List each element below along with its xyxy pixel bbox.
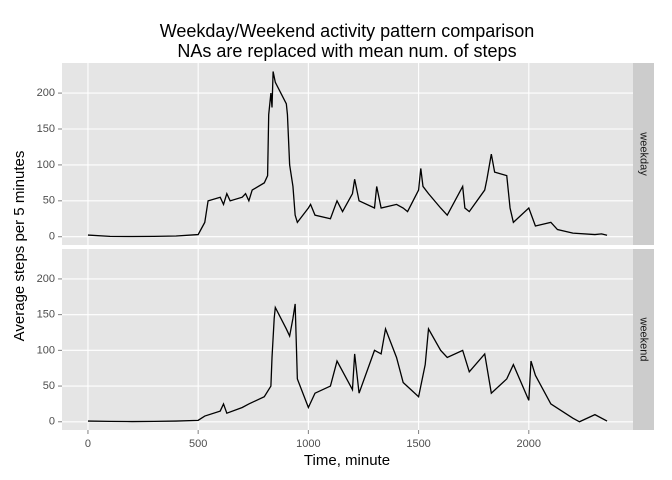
y-tick-label: 150: [37, 309, 55, 321]
x-tick-label: 1000: [296, 438, 320, 450]
y-tick-label: 150: [37, 123, 55, 135]
y-tick-label: 50: [43, 380, 55, 392]
y-tick-label: 0: [49, 416, 55, 428]
facet-label: weekend: [638, 316, 650, 361]
chart-title: Weekday/Weekend activity pattern compari…: [160, 21, 535, 41]
y-tick-label: 100: [37, 159, 55, 171]
panel-background: [62, 249, 633, 430]
x-tick-label: 1500: [406, 438, 430, 450]
y-tick-label: 200: [37, 87, 55, 99]
y-tick-label: 200: [37, 273, 55, 285]
y-tick-label: 50: [43, 195, 55, 207]
line: [87, 303, 608, 423]
x-tick-label: 2000: [517, 438, 541, 450]
line: [87, 71, 608, 238]
x-tick-label: 500: [189, 438, 207, 450]
facet-label: weekday: [638, 131, 650, 176]
chart-subtitle: NAs are replaced with mean num. of steps: [177, 41, 516, 61]
y-tick-label: 100: [37, 344, 55, 356]
y-axis-title: Average steps per 5 minutes: [11, 151, 28, 342]
panel-background: [62, 63, 633, 245]
y-tick-label: 0: [49, 231, 55, 243]
x-axis-title: Time, minute: [304, 452, 390, 469]
facet-strip: [633, 249, 654, 430]
facet-strip: [633, 63, 654, 245]
x-tick-label: 0: [85, 438, 91, 450]
